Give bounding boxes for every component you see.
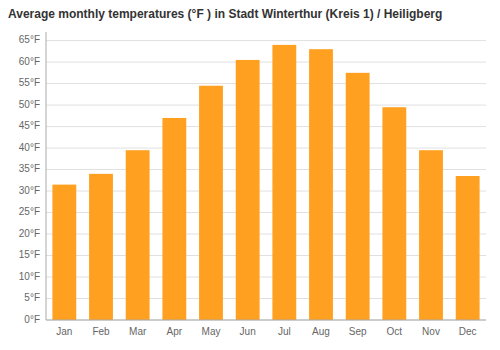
y-tick-label: 35°F — [19, 163, 40, 174]
y-axis: 0°F 5°F 10°F 15°F 20°F 25°F 30°F 35°F 40°F 45°F 50… — [19, 32, 46, 325]
y-tick-label: 0°F — [24, 314, 40, 325]
chart-container: 0°F 5°F 10°F 15°F 20°F 25°F 30°F 35°F 40°F 45°F 50… — [0, 0, 500, 350]
bar — [162, 118, 186, 320]
y-tick-label: 25°F — [19, 206, 40, 217]
y-tick-label: 60°F — [19, 56, 40, 67]
x-tick-label: Oct — [387, 326, 403, 337]
x-tick-label: Mar — [129, 326, 147, 337]
bar — [309, 49, 333, 320]
bar — [456, 176, 480, 320]
x-tick-label: Jun — [240, 326, 256, 337]
x-axis: Jan Feb Mar Apr May Jun Jul Aug Sep Oct Nov Dec — [46, 320, 486, 337]
y-tick-label: 45°F — [19, 120, 40, 131]
x-tick-label: Nov — [422, 326, 440, 337]
x-tick-label: Dec — [459, 326, 477, 337]
grid-line — [46, 40, 486, 41]
y-tick-label: 15°F — [19, 249, 40, 260]
grid — [46, 41, 486, 320]
bar — [272, 45, 296, 320]
bar — [419, 150, 443, 320]
x-tick-label: Apr — [167, 326, 183, 337]
bar — [382, 107, 406, 320]
bar — [52, 185, 76, 320]
y-tick-label: 65°F — [19, 34, 40, 45]
bars — [52, 45, 479, 320]
y-tick-label: 50°F — [19, 99, 40, 110]
grid-line — [46, 62, 486, 63]
x-tick-label: May — [202, 326, 221, 337]
bar — [346, 73, 370, 320]
grid-line — [46, 126, 486, 127]
bar — [89, 174, 113, 320]
x-tick-label: Sep — [349, 326, 367, 337]
grid-line — [46, 105, 486, 106]
y-tick-label: 20°F — [19, 228, 40, 239]
bar — [236, 60, 260, 320]
grid-line — [46, 83, 486, 84]
grid-line — [46, 148, 486, 149]
y-tick-label: 10°F — [19, 271, 40, 282]
x-tick-label: Jan — [56, 326, 72, 337]
y-tick-label: 5°F — [24, 292, 40, 303]
chart-svg: 0°F 5°F 10°F 15°F 20°F 25°F 30°F 35°F 40°F 45°F 50… — [0, 0, 500, 350]
x-tick-label: Aug — [312, 326, 330, 337]
x-axis-line — [46, 320, 486, 321]
x-tick-label: Feb — [92, 326, 110, 337]
y-tick-label: 55°F — [19, 77, 40, 88]
bar — [199, 86, 223, 320]
y-tick-label: 30°F — [19, 185, 40, 196]
grid-line — [46, 320, 486, 321]
bar — [126, 150, 150, 320]
x-tick-label: Jul — [278, 326, 291, 337]
y-tick-label: 40°F — [19, 142, 40, 153]
y-axis-line — [46, 32, 47, 320]
title: Average monthly temperatures (°F ) in St… — [8, 7, 442, 21]
